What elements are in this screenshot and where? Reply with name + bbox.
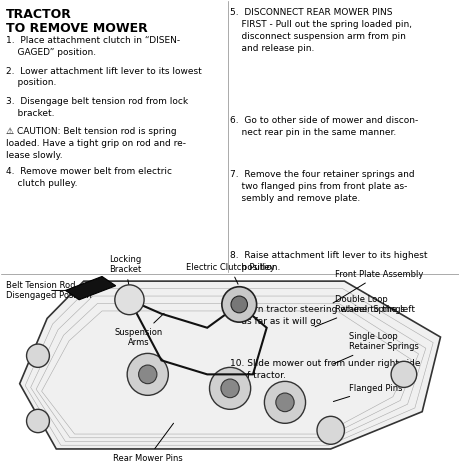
Text: 6.  Go to other side of mower and discon-
    nect rear pin in the same manner.: 6. Go to other side of mower and discon-… (230, 116, 419, 137)
Text: 8.  Raise attachment lift lever to its highest
    position.: 8. Raise attachment lift lever to its hi… (230, 251, 428, 272)
Text: TRACTOR: TRACTOR (6, 8, 72, 22)
Circle shape (391, 361, 417, 387)
Circle shape (27, 344, 49, 367)
Polygon shape (20, 281, 440, 449)
Circle shape (27, 409, 49, 432)
Text: Front Plate Assembly: Front Plate Assembly (333, 270, 424, 303)
Circle shape (231, 296, 247, 313)
Circle shape (138, 365, 157, 384)
Text: Single Loop
Retainer Springs: Single Loop Retainer Springs (333, 332, 419, 364)
Circle shape (221, 379, 239, 398)
Text: 2.  Lower attachment lift lever to its lowest
    position.: 2. Lower attachment lift lever to its lo… (6, 67, 202, 87)
Circle shape (210, 367, 251, 409)
Text: Suspension
Arms: Suspension Arms (115, 313, 164, 347)
Circle shape (222, 287, 256, 322)
Text: Rear Mower Pins: Rear Mower Pins (113, 423, 182, 462)
Text: TO REMOVE MOWER: TO REMOVE MOWER (6, 23, 148, 35)
Text: Flanged Pins: Flanged Pins (333, 384, 402, 401)
Polygon shape (65, 276, 116, 300)
Text: 3.  Disengage belt tension rod from lock
    bracket.: 3. Disengage belt tension rod from lock … (6, 97, 188, 118)
Text: 9.  Turn tractor steering wheel to the left
    as far as it will go.: 9. Turn tractor steering wheel to the le… (230, 305, 415, 325)
Circle shape (127, 353, 168, 395)
Text: Electric Clutch Pulley: Electric Clutch Pulley (186, 263, 274, 284)
Text: Double Loop
Retainer Springs: Double Loop Retainer Springs (315, 295, 405, 327)
Text: 5.  DISCONNECT REAR MOWER PINS
    FIRST - Pull out the spring loaded pin,
    d: 5. DISCONNECT REAR MOWER PINS FIRST - Pu… (230, 8, 412, 53)
Circle shape (276, 393, 294, 412)
Circle shape (264, 381, 306, 424)
Circle shape (317, 416, 345, 444)
Text: 1.  Place attachment clutch in “DISEN-
    GAGED” position.: 1. Place attachment clutch in “DISEN- GA… (6, 37, 180, 57)
Text: ⚠ CAUTION: Belt tension rod is spring
loaded. Have a tight grip on rod and re-
l: ⚠ CAUTION: Belt tension rod is spring lo… (6, 127, 186, 160)
Text: 10. Slide mower out from under right side
    of tractor.: 10. Slide mower out from under right sid… (230, 359, 420, 379)
Circle shape (115, 285, 144, 315)
Text: Belt Tension Rod
Disengaged Position: Belt Tension Rod Disengaged Position (6, 281, 92, 300)
Text: 4.  Remove mower belt from electric
    clutch pulley.: 4. Remove mower belt from electric clutc… (6, 167, 172, 188)
Text: 7.  Remove the four retainer springs and
    two flanged pins from front plate a: 7. Remove the four retainer springs and … (230, 170, 415, 203)
Text: Locking
Bracket: Locking Bracket (109, 255, 141, 285)
